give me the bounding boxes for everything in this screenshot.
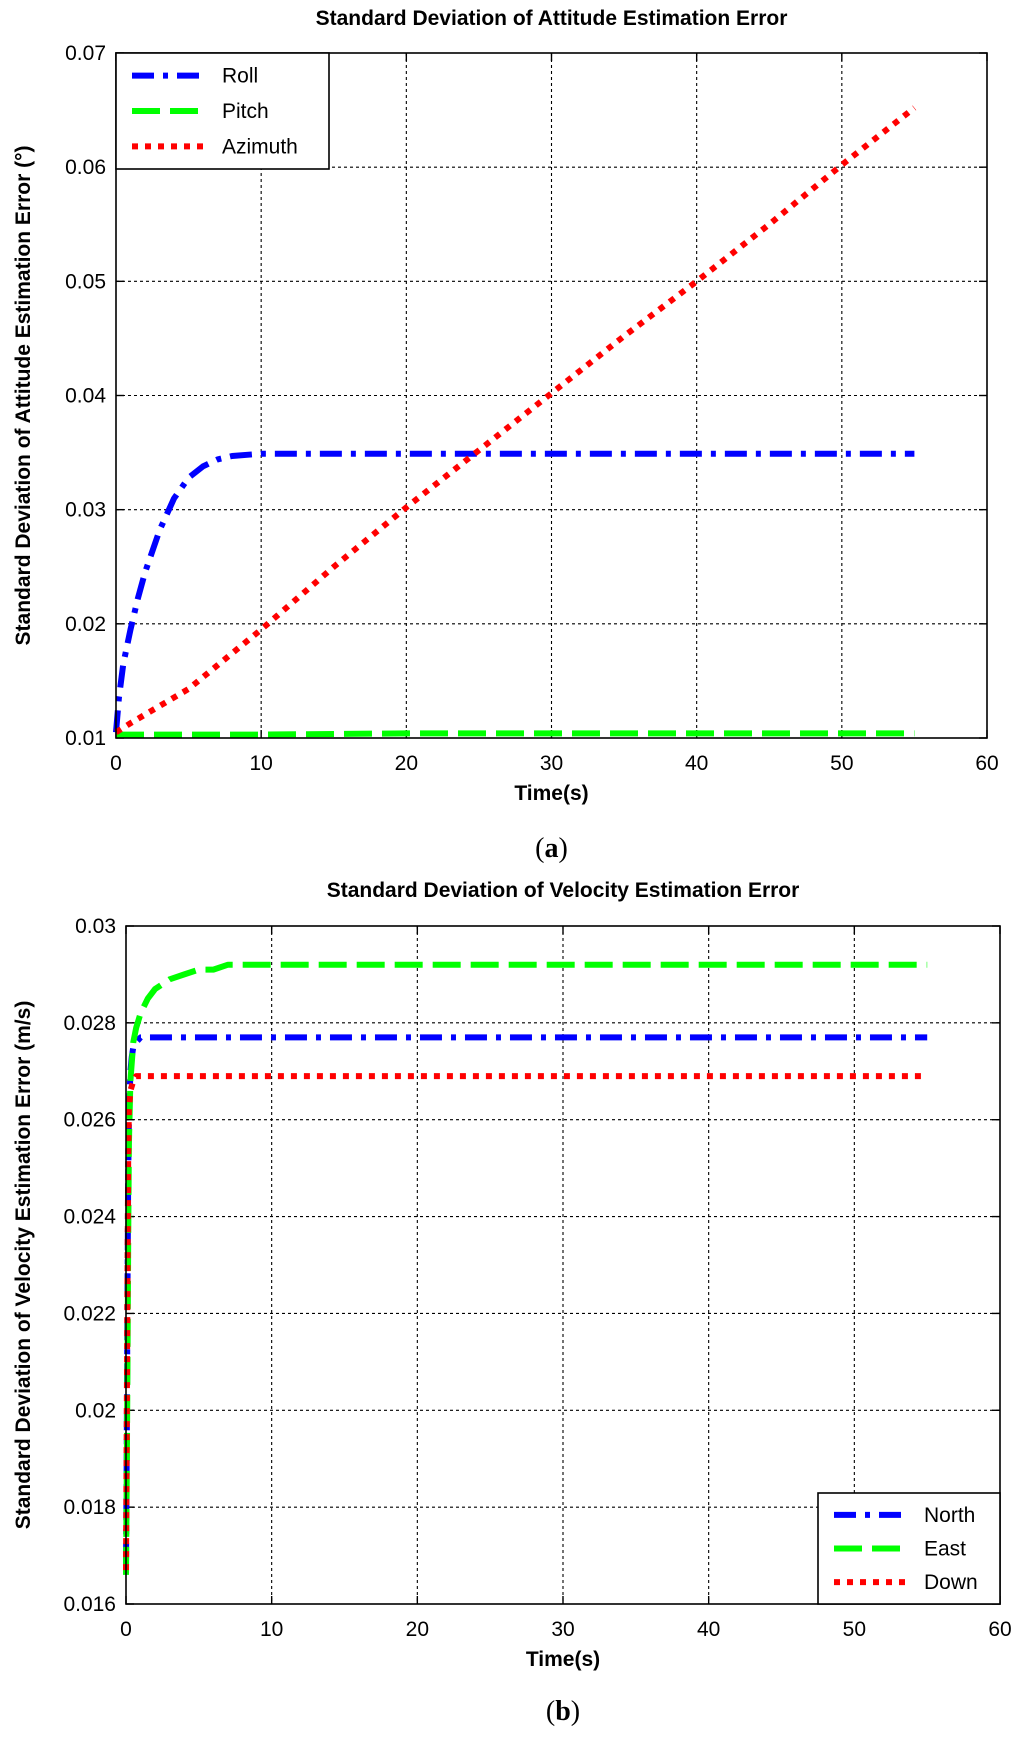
y-tick-label: 0.05: [65, 270, 106, 293]
x-tick-label: 0: [120, 1618, 132, 1641]
y-tick-label: 0.024: [63, 1206, 116, 1229]
y-tick-label: 0.03: [75, 915, 116, 938]
legend-label-roll: Roll: [222, 65, 258, 88]
x-tick-label: 30: [551, 1618, 574, 1641]
attitude-error-chart: Standard Deviation of Attitude Estimatio…: [12, 7, 999, 864]
chart-title: Standard Deviation of Attitude Estimatio…: [316, 7, 788, 30]
velocity-error-chart: Standard Deviation of Velocity Estimatio…: [12, 879, 1012, 1727]
y-tick-label: 0.018: [63, 1496, 116, 1519]
x-tick-label: 60: [988, 1618, 1011, 1641]
y-tick-label: 0.02: [75, 1399, 116, 1422]
axis-ticks: 0 10 20 30 40 50 60 0.01 0.02 0.03 0.04 0.05 0.06 0.0…: [65, 42, 999, 775]
x-tick-label: 60: [975, 752, 998, 775]
y-tick-label: 0.01: [65, 727, 106, 750]
y-tick-label: 0.026: [63, 1109, 116, 1132]
y-tick-label: 0.07: [65, 42, 106, 65]
plot-frame: [125, 925, 1001, 1605]
y-axis-label: Standard Deviation of Attitude Estimatio…: [12, 146, 35, 646]
chart-title: Standard Deviation of Velocity Estimatio…: [327, 879, 800, 902]
series-lines: [113, 105, 917, 738]
x-tick-label: 40: [685, 752, 708, 775]
plot-frame: [115, 52, 988, 739]
y-tick-label: 0.016: [63, 1593, 116, 1616]
legend: Roll Pitch Azimuth: [115, 52, 330, 170]
y-axis-label: Standard Deviation of Velocity Estimatio…: [12, 1001, 35, 1530]
legend-label-pitch: Pitch: [222, 100, 269, 123]
series-line-azimuth: [114, 105, 917, 735]
legend-label-down: Down: [924, 1571, 978, 1594]
y-tick-label: 0.022: [63, 1302, 116, 1325]
x-tick-label: 50: [843, 1618, 866, 1641]
series-line-roll: [113, 450, 915, 733]
caption-letter: b: [555, 1696, 571, 1727]
y-tick-label: 0.02: [65, 613, 106, 636]
legend-label-azimuth: Azimuth: [222, 135, 298, 158]
figure-caption: (b): [546, 1696, 580, 1727]
series-line-pitch: [116, 730, 915, 738]
series-lines: [123, 961, 928, 1575]
x-tick-label: 30: [540, 752, 563, 775]
series-line-north: [123, 1034, 928, 1566]
x-tick-label: 20: [406, 1618, 429, 1641]
axis-ticks: 0 10 20 30 40 50 60 0.016 0.018 0.02 0.022 0.024 0.0…: [63, 915, 1011, 1641]
x-tick-label: 40: [697, 1618, 720, 1641]
legend-label-north: North: [924, 1504, 975, 1527]
x-axis-label: Time(s): [514, 782, 588, 805]
x-tick-label: 50: [830, 752, 853, 775]
figure-caption: (a): [535, 833, 568, 864]
x-tick-label: 0: [110, 752, 122, 775]
x-tick-label: 10: [249, 752, 272, 775]
series-line-down: [123, 1073, 928, 1571]
legend-label-east: East: [924, 1538, 966, 1561]
caption-letter: a: [545, 833, 559, 864]
y-tick-label: 0.03: [65, 499, 106, 522]
grid: [126, 926, 1000, 1604]
x-tick-label: 20: [395, 752, 418, 775]
y-tick-label: 0.04: [65, 385, 106, 408]
y-tick-label: 0.028: [63, 1012, 116, 1035]
series-line-east: [123, 961, 928, 1575]
y-tick-label: 0.06: [65, 156, 106, 179]
x-tick-label: 10: [260, 1618, 283, 1641]
x-axis-label: Time(s): [526, 1648, 600, 1671]
legend: North East Down: [817, 1492, 1001, 1605]
